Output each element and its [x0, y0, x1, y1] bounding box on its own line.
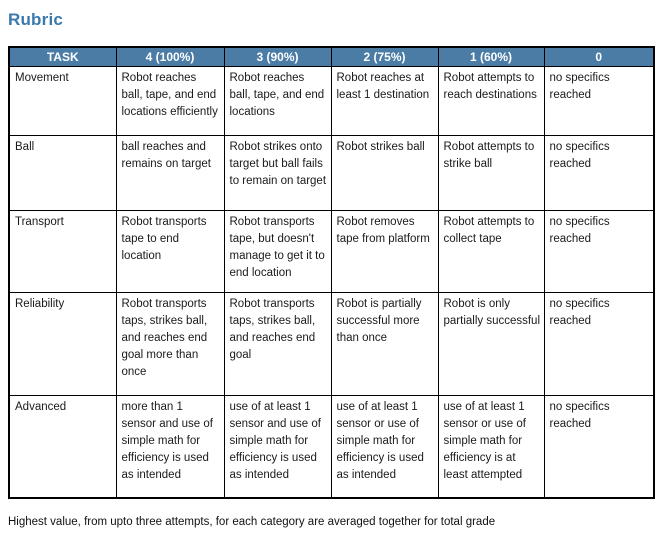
rubric-cell: Robot strikes ball	[330, 135, 439, 211]
rubric-cell: no specifics reached	[543, 135, 655, 211]
rubric-cell: Robot transports tape to end location	[115, 210, 225, 293]
table-row-ball: Ball ball reaches and remains on target …	[8, 135, 655, 211]
rubric-cell: Robot transports taps, strikes ball, and…	[223, 292, 332, 396]
rubric-cell: Robot attempts to strike ball	[437, 135, 545, 211]
rubric-cell: use of at least 1 sensor and use of simp…	[223, 395, 332, 498]
table-header-row: TASK 4 (100%) 3 (90%) 2 (75%) 1 (60%) 0	[8, 46, 655, 67]
table-row-reliability: Reliability Robot transports taps, strik…	[8, 292, 655, 396]
rubric-cell: no specifics reached	[543, 210, 655, 293]
rubric-cell: no specifics reached	[543, 66, 655, 136]
rubric-cell: no specifics reached	[543, 395, 655, 498]
rubric-cell: Robot is partially successful more than …	[330, 292, 439, 396]
task-cell: Reliability	[8, 292, 117, 396]
table-row-advanced: Advanced more than 1 sensor and use of s…	[8, 395, 655, 498]
footer-note: Highest value, from upto three attempts,…	[8, 515, 496, 528]
rubric-cell: no specifics reached	[543, 292, 655, 396]
rubric-cell: Robot reaches ball, tape, and end locati…	[115, 66, 225, 136]
rubric-cell: Robot attempts to collect tape	[437, 210, 545, 293]
task-cell: Advanced	[8, 395, 117, 498]
column-header-task: TASK	[8, 46, 117, 67]
rubric-cell: Robot transports taps, strikes ball, and…	[115, 292, 225, 396]
rubric-cell: Robot reaches ball, tape, and end locati…	[223, 66, 332, 136]
column-header-3: 3 (90%)	[223, 46, 332, 67]
rubric-cell: ball reaches and remains on target	[115, 135, 225, 211]
table-row-movement: Movement Robot reaches ball, tape, and e…	[8, 66, 655, 136]
page-title: Rubric	[8, 10, 64, 29]
rubric-cell: Robot reaches at least 1 destination	[330, 66, 439, 136]
rubric-cell: Robot attempts to reach destinations	[437, 66, 545, 136]
rubric-table: TASK 4 (100%) 3 (90%) 2 (75%) 1 (60%) 0 …	[8, 46, 655, 499]
table-row-transport: Transport Robot transports tape to end l…	[8, 210, 655, 293]
task-cell: Movement	[8, 66, 117, 136]
column-header-4: 4 (100%)	[115, 46, 225, 67]
rubric-cell: Robot removes tape from platform	[330, 210, 439, 293]
rubric-cell: more than 1 sensor and use of simple mat…	[115, 395, 225, 498]
rubric-cell: Robot transports tape, but doesn't manag…	[223, 210, 332, 293]
rubric-cell: Robot is only partially successful	[437, 292, 545, 396]
task-cell: Transport	[8, 210, 117, 293]
column-header-0: 0	[543, 46, 655, 67]
rubric-cell: Robot strikes onto target but ball fails…	[223, 135, 332, 211]
column-header-2: 2 (75%)	[330, 46, 439, 67]
column-header-1: 1 (60%)	[437, 46, 545, 67]
task-cell: Ball	[8, 135, 117, 211]
rubric-cell: use of at least 1 sensor or use of simpl…	[437, 395, 545, 498]
rubric-cell: use of at least 1 sensor or use of simpl…	[330, 395, 439, 498]
